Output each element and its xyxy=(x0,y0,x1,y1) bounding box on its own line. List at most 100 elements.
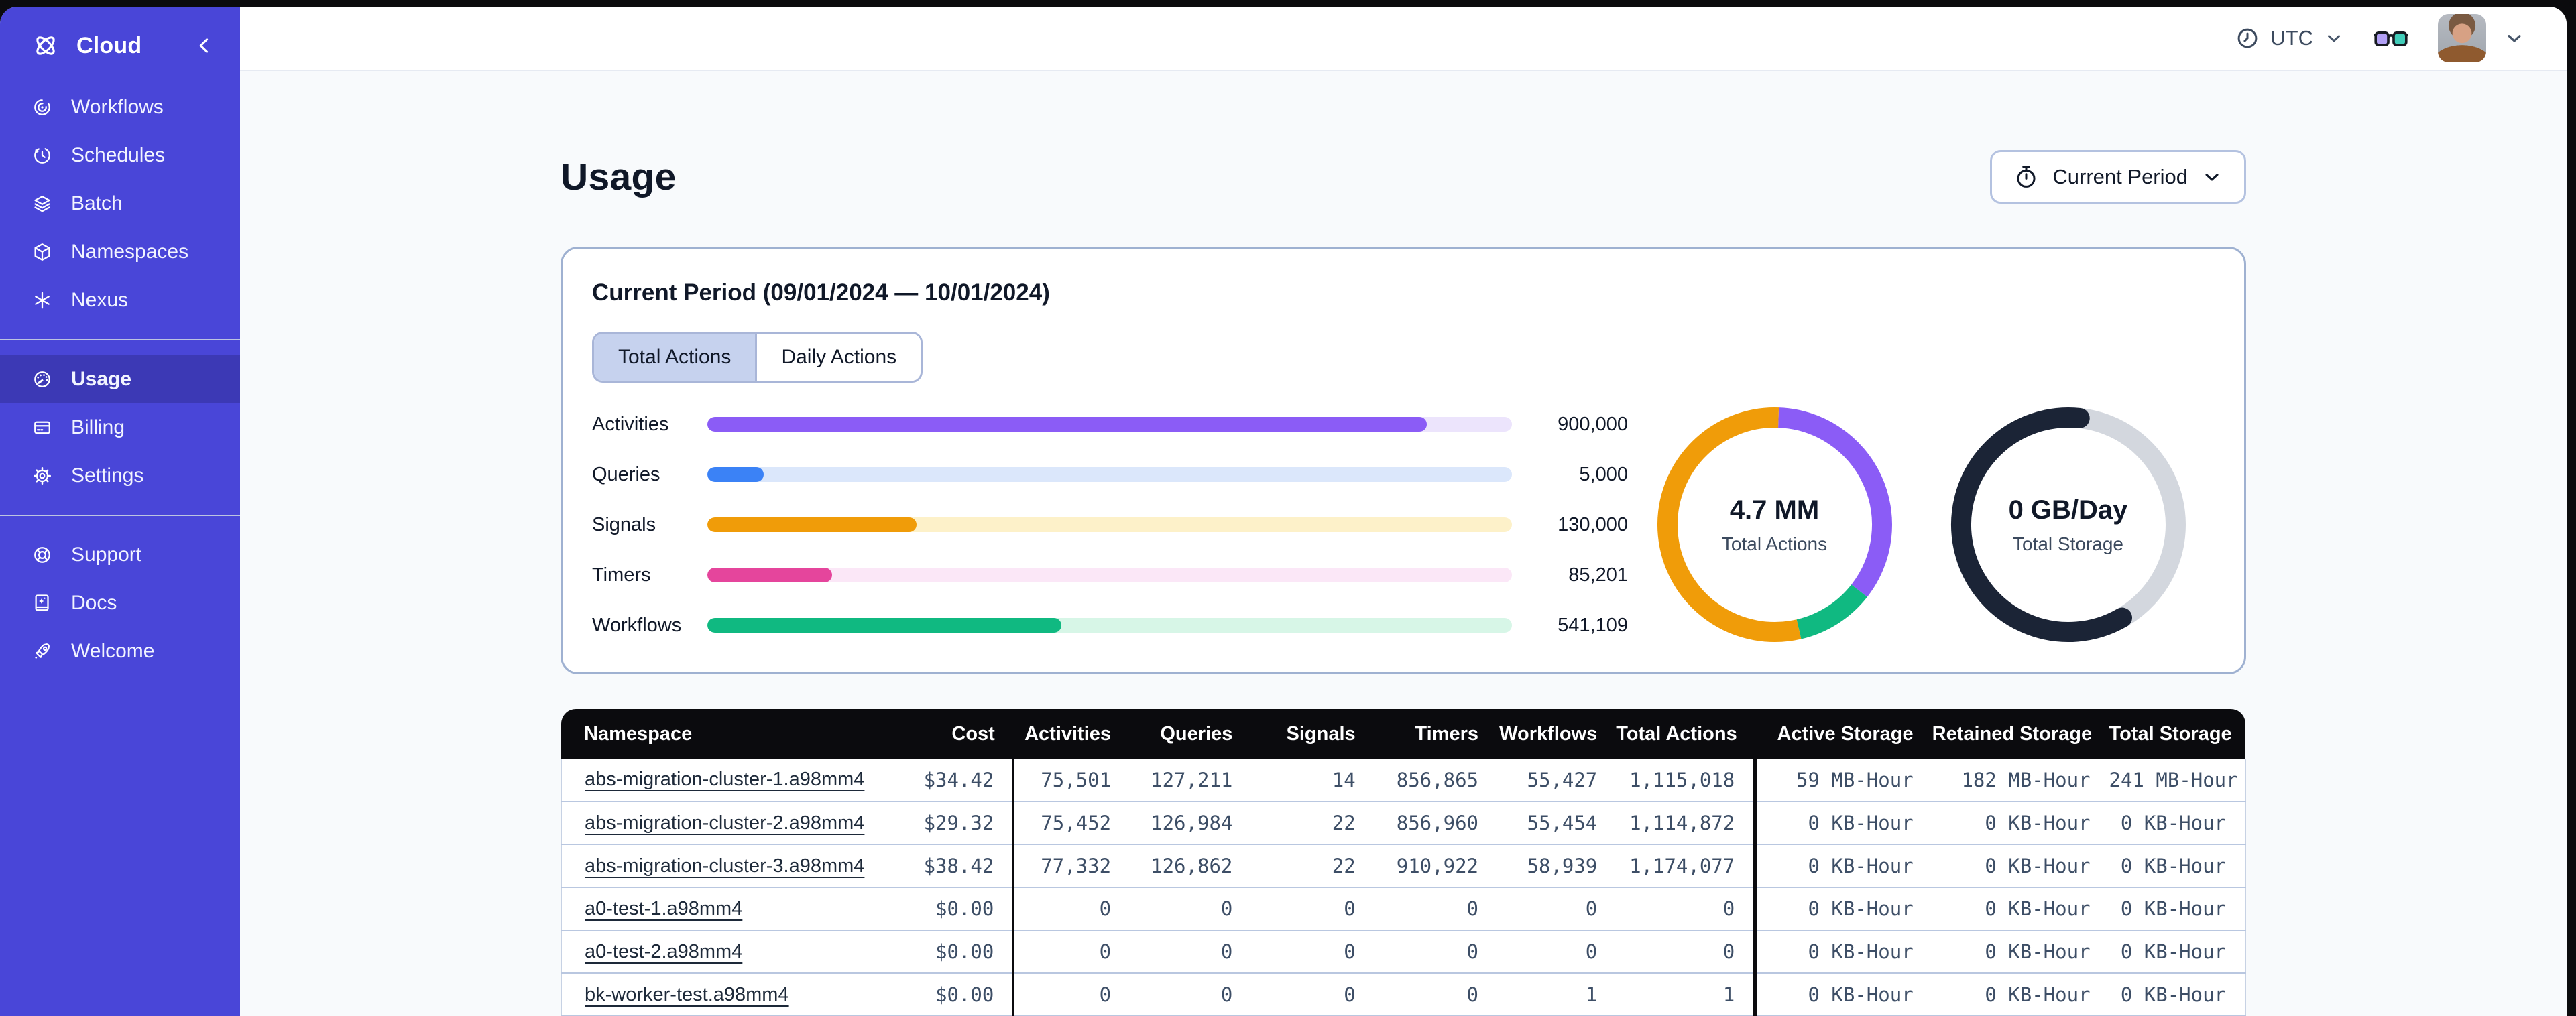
cell-total-actions: 1,114,872 xyxy=(1616,802,1755,845)
cell-activities: 0 xyxy=(1012,887,1130,931)
cell-workflows: 55,427 xyxy=(1497,759,1617,802)
cell-retained-storage: 0 KB-Hour xyxy=(1932,844,2109,888)
cell-namespace: abs-migration-cluster-2.a98mm4 xyxy=(560,802,879,845)
column-header-timers: Timers xyxy=(1374,709,1497,759)
cell-signals: 0 xyxy=(1251,973,1374,1016)
cell-timers: 856,865 xyxy=(1374,759,1497,802)
sidebar-item-billing[interactable]: Billing xyxy=(0,403,240,452)
cell-total-storage: 0 KB-Hour xyxy=(2109,802,2247,845)
sidebar-item-label: Billing xyxy=(71,416,125,438)
table-row: abs-migration-cluster-3.a98mm4 $38.42 77,3… xyxy=(560,844,2247,888)
cell-retained-storage: 182 MB-Hour xyxy=(1932,759,2109,802)
sidebar-item-batch[interactable]: Batch xyxy=(0,180,240,228)
namespace-link[interactable]: abs-migration-cluster-3.a98mm4 xyxy=(585,854,865,877)
cell-namespace: bk-worker-test.a98mm4 xyxy=(560,973,879,1016)
cell-retained-storage: 0 KB-Hour xyxy=(1932,973,2109,1016)
tab-total-actions[interactable]: Total Actions xyxy=(594,334,756,381)
column-header-retained-storage: Retained Storage xyxy=(1932,709,2109,759)
cell-total-storage: 0 KB-Hour xyxy=(2109,930,2247,974)
cell-workflows: 55,454 xyxy=(1497,802,1617,845)
sidebar-collapse-button[interactable] xyxy=(193,34,216,57)
bar-label: Workflows xyxy=(592,614,682,636)
cell-cost: $0.00 xyxy=(878,887,1014,931)
page-title: Usage xyxy=(561,155,677,198)
period-selector-button[interactable]: Current Period xyxy=(1990,150,2246,204)
cell-signals: 14 xyxy=(1251,759,1374,802)
sidebar: Cloud Workflows Schedules Batch Namespaces N… xyxy=(0,7,240,1016)
batch-icon xyxy=(32,194,52,214)
sidebar-item-label: Schedules xyxy=(71,144,166,166)
cell-timers: 0 xyxy=(1374,930,1497,974)
namespace-link[interactable]: a0-test-2.a98mm4 xyxy=(585,940,743,962)
cell-total-actions: 0 xyxy=(1616,887,1755,931)
column-header-total-storage: Total Storage xyxy=(2109,709,2245,759)
bar-label: Timers xyxy=(592,564,651,586)
user-menu[interactable] xyxy=(2438,14,2525,62)
usage-bar-timers: Timers 85,201 xyxy=(592,564,1628,586)
donut-label: Total Actions xyxy=(1721,533,1828,554)
sidebar-item-namespaces[interactable]: Namespaces xyxy=(0,228,240,276)
settings-icon xyxy=(32,466,52,486)
table-row: bk-worker-test.a98mm4 $0.00 0 0 0 0 1 1 0 KB-Hou… xyxy=(560,973,2247,1016)
table-row: a0-test-2.a98mm4 $0.00 0 0 0 0 0 0 0 KB-Hour 0 KB… xyxy=(560,930,2247,974)
namespace-link[interactable]: a0-test-1.a98mm4 xyxy=(585,897,743,919)
sidebar-item-usage[interactable]: Usage xyxy=(0,355,240,403)
sidebar-item-schedules[interactable]: Schedules xyxy=(0,131,240,180)
table-row: abs-migration-cluster-1.a98mm4 $34.42 75,5… xyxy=(560,759,2247,802)
usage-summary-card: Current Period (09/01/2024 — 10/01/2024)… xyxy=(561,247,2246,674)
cell-active-storage: 0 KB-Hour xyxy=(1753,802,1932,845)
timezone-label: UTC xyxy=(2270,26,2313,50)
sidebar-item-settings[interactable]: Settings xyxy=(0,452,240,500)
column-header-queries: Queries xyxy=(1130,709,1252,759)
namespace-link[interactable]: abs-migration-cluster-2.a98mm4 xyxy=(585,812,865,834)
namespace-usage-table: Namespace Cost Activities Queries Signals Tim… xyxy=(560,709,2247,1016)
sidebar-section: Usage Billing Settings xyxy=(0,355,240,500)
chevron-down-icon xyxy=(2328,35,2340,42)
sidebar-item-docs[interactable]: Docs xyxy=(0,579,240,627)
workflows-icon xyxy=(32,97,52,117)
sidebar-item-workflows[interactable]: Workflows xyxy=(0,83,240,131)
usage-bar-workflows: Workflows 541,109 xyxy=(592,615,1628,637)
cell-cost: $29.32 xyxy=(878,802,1014,845)
sidebar-item-label: Namespaces xyxy=(71,241,189,263)
cell-total-actions: 1,174,077 xyxy=(1616,844,1755,888)
namespace-usage-table-wrap: Namespace Cost Activities Queries Signals Tim… xyxy=(560,709,2247,1016)
avatar[interactable] xyxy=(2438,14,2486,62)
cell-active-storage: 0 KB-Hour xyxy=(1753,844,1932,888)
usage-icon xyxy=(32,369,52,389)
namespace-link[interactable]: abs-migration-cluster-1.a98mm4 xyxy=(585,769,865,790)
sidebar-item-welcome[interactable]: Welcome xyxy=(0,627,240,676)
column-header-signals: Signals xyxy=(1251,709,1374,759)
topbar: UTC xyxy=(240,7,2567,71)
sidebar-item-support[interactable]: Support xyxy=(0,531,240,579)
sidebar-item-nexus[interactable]: Nexus xyxy=(0,276,240,324)
sidebar-logo-row: Cloud xyxy=(0,7,240,83)
usage-bar-signals: Signals 130,000 xyxy=(592,514,1628,536)
bar-track xyxy=(707,568,1512,582)
column-header-namespace: Namespace xyxy=(561,709,879,759)
usage-bar-activities: Activities 900,000 xyxy=(592,414,1628,436)
temporal-logo-icon xyxy=(31,31,60,60)
column-header-cost: Cost xyxy=(878,709,1014,759)
support-icon xyxy=(32,545,52,565)
stopwatch-icon xyxy=(2017,166,2036,188)
timezone-selector[interactable]: UTC xyxy=(2235,26,2344,50)
bar-fill xyxy=(707,568,832,582)
sidebar-item-label: Batch xyxy=(71,192,123,214)
namespace-link[interactable]: bk-worker-test.a98mm4 xyxy=(585,983,789,1005)
table-row: a0-test-1.a98mm4 $0.00 0 0 0 0 0 0 0 KB-Hour 0 KB… xyxy=(560,887,2247,931)
tab-daily-actions[interactable]: Daily Actions xyxy=(755,334,921,381)
donut-center: 0 GB/Day Total Storage xyxy=(1945,401,2192,648)
column-header-activities: Activities xyxy=(1013,709,1130,759)
cell-active-storage: 0 KB-Hour xyxy=(1753,973,1932,1016)
cell-queries: 0 xyxy=(1130,973,1252,1016)
donut-total-storage: 0 GB/Day Total Storage xyxy=(1945,401,2192,648)
namespaces-icon xyxy=(32,242,52,262)
cell-workflows: 58,939 xyxy=(1497,844,1617,888)
cell-signals: 0 xyxy=(1251,887,1374,931)
bar-value: 5,000 xyxy=(1579,463,1628,485)
feedback-glasses-button[interactable] xyxy=(2374,27,2408,49)
cell-total-storage: 0 KB-Hour xyxy=(2109,887,2247,931)
cell-queries: 126,862 xyxy=(1130,844,1252,888)
cell-active-storage: 59 MB-Hour xyxy=(1753,759,1932,802)
